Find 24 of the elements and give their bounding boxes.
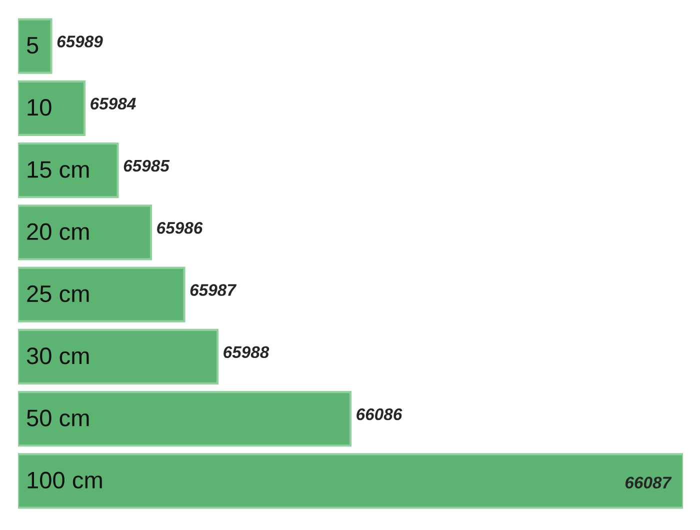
annotation: 65984 (90, 98, 136, 110)
annotation: 66086 (356, 408, 402, 420)
y-tick-label: 25 cm (27, 285, 89, 302)
bar (18, 80, 86, 136)
annotation: 66087 (625, 476, 672, 489)
annotation: 65985 (124, 160, 170, 172)
annotation: 65988 (224, 346, 270, 358)
annotation: 65987 (190, 284, 237, 296)
bar (18, 142, 119, 198)
bar (18, 266, 186, 322)
y-tick-label: 5 (26, 37, 38, 54)
annotation: 65989 (57, 36, 103, 48)
bar (18, 204, 152, 260)
annotation: 65986 (157, 222, 203, 234)
y-tick-label: 30 cm (26, 348, 89, 364)
bar (18, 453, 683, 509)
y-tick-label: 100 cm (28, 472, 102, 489)
bar (18, 391, 352, 447)
y-tick-label: 10 (28, 99, 52, 116)
y-tick-label: 20 cm (27, 223, 89, 240)
y-tick-label: 50 cm (26, 410, 89, 426)
bar (18, 328, 219, 384)
bar (18, 18, 52, 74)
y-tick-label: 15 cm (28, 161, 89, 178)
